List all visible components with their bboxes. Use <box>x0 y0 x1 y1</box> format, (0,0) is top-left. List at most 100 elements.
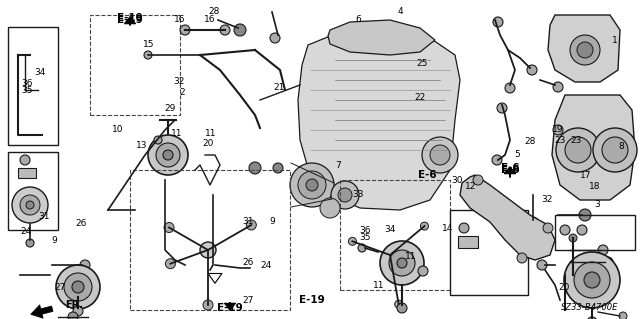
Circle shape <box>493 17 503 27</box>
Polygon shape <box>552 95 635 200</box>
Text: 33: 33 <box>353 190 364 199</box>
Bar <box>555 215 635 250</box>
Text: 25: 25 <box>417 59 428 68</box>
Circle shape <box>579 209 591 221</box>
Circle shape <box>56 265 100 309</box>
Circle shape <box>154 136 162 144</box>
Text: 35: 35 <box>21 86 33 95</box>
Bar <box>18 168 36 178</box>
Circle shape <box>380 241 424 285</box>
Circle shape <box>165 259 175 269</box>
Text: 13: 13 <box>136 141 148 150</box>
Bar <box>8 152 58 230</box>
Circle shape <box>203 300 213 310</box>
Circle shape <box>570 35 600 65</box>
Circle shape <box>584 272 600 288</box>
Text: 12: 12 <box>465 182 476 191</box>
Circle shape <box>473 175 483 185</box>
Circle shape <box>517 253 527 263</box>
Circle shape <box>358 244 366 252</box>
Text: 4: 4 <box>398 7 403 16</box>
Text: 11: 11 <box>372 281 384 290</box>
Circle shape <box>395 300 403 308</box>
Text: 22: 22 <box>414 93 426 102</box>
FancyArrowPatch shape <box>31 305 53 318</box>
Text: 24: 24 <box>260 261 271 270</box>
Text: 15: 15 <box>143 40 154 48</box>
Circle shape <box>602 137 628 163</box>
Text: 28: 28 <box>524 137 536 146</box>
Circle shape <box>528 217 538 227</box>
Circle shape <box>565 137 591 163</box>
Circle shape <box>553 82 563 92</box>
Text: 35: 35 <box>359 233 371 242</box>
Text: 11: 11 <box>404 252 416 261</box>
Bar <box>130 170 290 310</box>
Text: 28: 28 <box>209 7 220 16</box>
FancyArrowPatch shape <box>504 167 516 177</box>
Circle shape <box>593 128 637 172</box>
Circle shape <box>564 252 620 308</box>
Circle shape <box>163 150 173 160</box>
Circle shape <box>418 266 428 276</box>
Bar <box>340 180 450 290</box>
Circle shape <box>422 137 458 173</box>
Circle shape <box>543 223 553 233</box>
Circle shape <box>459 223 469 233</box>
Circle shape <box>574 262 610 298</box>
Circle shape <box>220 25 230 35</box>
Text: 34: 34 <box>34 68 45 77</box>
Text: 27: 27 <box>54 283 66 292</box>
Bar <box>90 15 180 115</box>
Circle shape <box>553 125 563 135</box>
Circle shape <box>80 260 90 270</box>
Text: 36: 36 <box>359 226 371 235</box>
Circle shape <box>527 65 537 75</box>
Bar <box>458 236 478 248</box>
Circle shape <box>577 42 593 58</box>
Text: E-19: E-19 <box>217 303 243 313</box>
Text: FR.: FR. <box>65 300 83 310</box>
Circle shape <box>64 273 92 301</box>
Text: 31: 31 <box>38 212 50 221</box>
Circle shape <box>200 242 216 258</box>
Circle shape <box>156 143 180 167</box>
Bar <box>450 210 528 295</box>
Text: 1: 1 <box>612 36 618 45</box>
Text: 5: 5 <box>515 150 520 159</box>
Circle shape <box>290 163 334 207</box>
Text: 20: 20 <box>202 139 214 148</box>
Circle shape <box>26 201 34 209</box>
Text: 26: 26 <box>76 219 87 228</box>
Circle shape <box>430 145 450 165</box>
Text: E-19: E-19 <box>117 13 143 23</box>
Text: E-6: E-6 <box>418 170 436 180</box>
Circle shape <box>598 245 608 255</box>
Circle shape <box>397 303 407 313</box>
Text: 11: 11 <box>205 129 217 138</box>
Circle shape <box>348 237 356 245</box>
Circle shape <box>26 239 34 247</box>
Text: 32: 32 <box>541 195 553 204</box>
Text: 31: 31 <box>243 217 254 226</box>
Circle shape <box>73 306 83 316</box>
FancyArrowPatch shape <box>124 17 136 25</box>
Text: 24: 24 <box>20 227 31 236</box>
Circle shape <box>384 249 396 261</box>
Circle shape <box>246 220 256 230</box>
Text: 14: 14 <box>442 224 453 233</box>
Text: 10: 10 <box>112 125 124 134</box>
Circle shape <box>273 163 283 173</box>
Circle shape <box>560 225 570 235</box>
Circle shape <box>270 33 280 43</box>
Polygon shape <box>298 28 460 210</box>
Circle shape <box>389 250 415 276</box>
Circle shape <box>20 155 30 165</box>
Text: 32: 32 <box>173 77 185 86</box>
Text: 3: 3 <box>595 200 600 209</box>
Circle shape <box>234 24 246 36</box>
Text: 19: 19 <box>552 125 563 134</box>
Circle shape <box>569 234 577 242</box>
Text: 8: 8 <box>619 142 624 151</box>
Text: SZ33-B4700E: SZ33-B4700E <box>561 303 619 313</box>
